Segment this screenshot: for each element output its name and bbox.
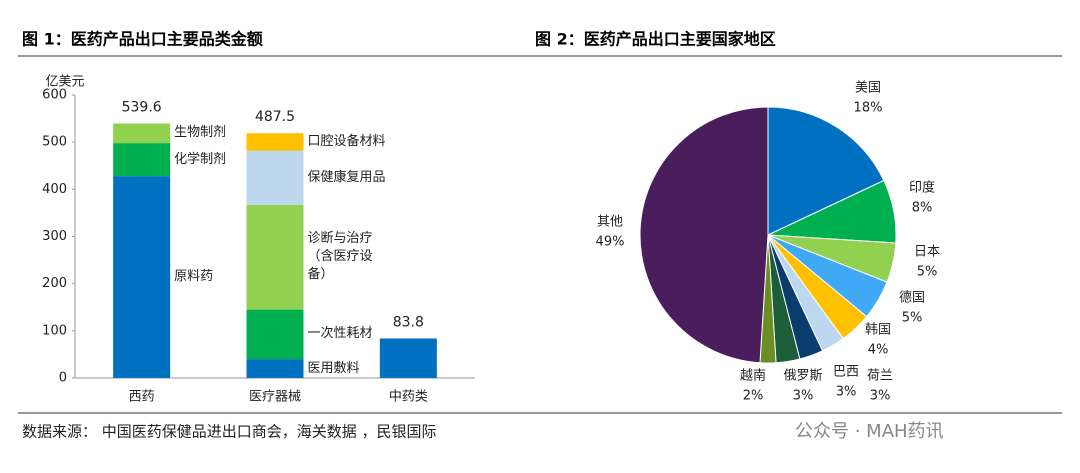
pie-slice — [767, 106, 885, 236]
watermark: 公众号 · MAH药讯 — [795, 421, 944, 442]
segment-label: 一次性耗材 — [307, 326, 373, 342]
segment-label: 原料药 — [174, 269, 214, 285]
source: 数据来源： 中国医药保健品进出口商会，海关数据 ，民银国际 — [22, 423, 437, 441]
x-tick-label: 中药类 — [389, 390, 428, 405]
x-tick-label: 医疗器械 — [249, 390, 301, 405]
segment-label: 保健康复用品 — [307, 169, 386, 185]
slice-label: 俄罗斯 — [783, 369, 822, 384]
bar-segment — [246, 309, 304, 360]
slice-value: 3% — [836, 385, 857, 400]
segment-label: 口腔设备材料 — [307, 133, 386, 149]
segment-label: 化学制剂 — [174, 151, 227, 167]
bar-segment — [113, 123, 171, 144]
slice-value: 3% — [793, 389, 814, 404]
total-label: 487.5 — [255, 109, 295, 125]
y-tick-label: 500 — [42, 135, 67, 150]
slice-value: 18% — [854, 101, 883, 116]
chart-title: 图 2：医药产品出口主要国家地区 — [535, 30, 776, 49]
slice-label: 德国 — [899, 291, 925, 306]
y-tick-label: 200 — [42, 276, 67, 291]
bar-segment — [246, 133, 304, 151]
slice-label: 日本 — [914, 245, 940, 260]
slice-value: 3% — [870, 389, 891, 404]
segment-label: 诊断与治疗（含医疗设备） — [307, 231, 373, 283]
slice-label: 韩国 — [865, 323, 891, 338]
slice-value: 5% — [917, 265, 938, 280]
y-tick-label: 100 — [42, 323, 67, 338]
bar-segment — [246, 150, 304, 205]
x-tick-label: 西药 — [129, 390, 155, 405]
total-label: 83.8 — [393, 314, 424, 330]
slice-label: 印度 — [909, 180, 935, 196]
segment-label: 医用敷料 — [307, 360, 360, 376]
chart-title: 图 1：医药产品出口主要品类金额 — [22, 30, 263, 49]
slice-value: 5% — [902, 311, 923, 326]
y-tick-label: 0 — [59, 371, 67, 386]
slice-label: 其他 — [597, 215, 623, 230]
slice-value: 8% — [912, 201, 933, 216]
y-axis-label: 亿美元 — [45, 75, 84, 90]
y-tick-label: 400 — [42, 182, 67, 197]
total-label: 539.6 — [122, 99, 162, 115]
slice-label: 巴西 — [833, 365, 859, 380]
segment-label: 生物制剂 — [174, 125, 227, 141]
bar-segment — [113, 143, 171, 177]
slice-value: 2% — [743, 389, 764, 404]
bar-segment — [113, 176, 171, 378]
bar-segment — [246, 359, 304, 378]
slice-label: 越南 — [740, 368, 766, 384]
bar-segment — [246, 204, 304, 310]
slice-label: 美国 — [855, 81, 881, 96]
y-tick-label: 600 — [42, 88, 67, 103]
y-tick-label: 300 — [42, 229, 67, 244]
bar-segment — [379, 338, 437, 378]
pie-slice — [639, 106, 769, 364]
slice-value: 49% — [596, 235, 625, 250]
slice-value: 4% — [868, 343, 889, 358]
slice-label: 荷兰 — [867, 369, 893, 384]
